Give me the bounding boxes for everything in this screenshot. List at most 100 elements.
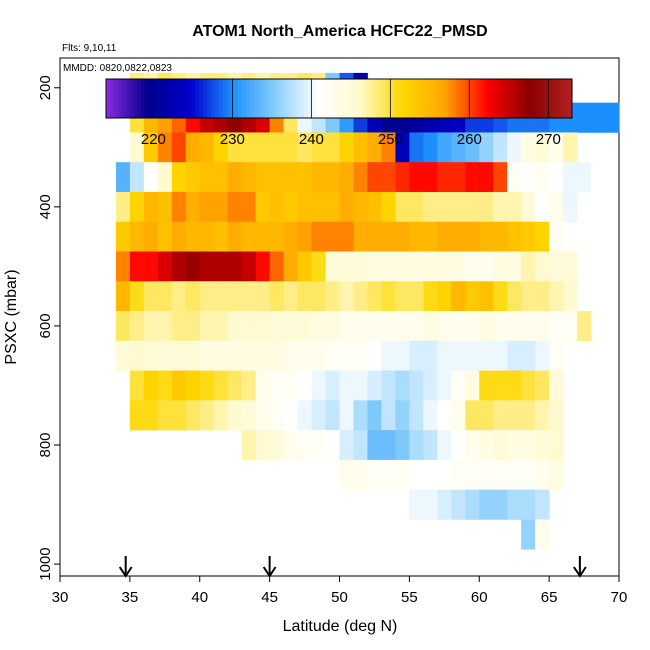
- heatmap-cell: [241, 132, 257, 163]
- heatmap-cell: [311, 281, 326, 312]
- heatmap-cell: [199, 162, 215, 193]
- heatmap-cell: [199, 400, 215, 431]
- heatmap-cell: [185, 191, 201, 223]
- heatmap-cell: [283, 132, 298, 163]
- heatmap-cell: [521, 221, 536, 252]
- heatmap-cell: [535, 400, 550, 431]
- colorbar-swatch: [106, 79, 111, 118]
- heatmap-cell: [367, 340, 382, 371]
- colorbar-swatch: [133, 79, 138, 118]
- colorbar-swatch: [265, 79, 270, 118]
- colorbar-swatch: [245, 79, 251, 118]
- heatmap-cell: [129, 162, 145, 193]
- chart-title: ATOM1 North_America HCFC22_PMSD: [192, 23, 487, 40]
- heatmap-cell: [493, 340, 508, 371]
- heatmap-cell: [297, 221, 312, 252]
- heatmap-cell: [507, 281, 522, 312]
- heatmap-cell: [465, 430, 480, 461]
- heatmap-cell: [479, 281, 494, 312]
- heatmap-cell: [213, 281, 229, 312]
- colorbar-swatch: [381, 79, 387, 118]
- colorbar-swatch: [175, 79, 181, 118]
- heatmap-cell: [577, 311, 592, 342]
- heatmap-cell: [535, 489, 550, 520]
- heatmap-cell: [339, 311, 354, 342]
- heatmap-cell: [395, 400, 410, 431]
- heatmap-cell: [311, 430, 326, 461]
- heatmap-cell: [507, 251, 522, 282]
- y-axis: 200 400 600 800 1000: [37, 75, 60, 581]
- heatmap-cell: [381, 400, 396, 431]
- heatmap-cell: [227, 370, 243, 401]
- heatmap-cell: [367, 459, 382, 490]
- heatmap-cell: [325, 162, 340, 193]
- heatmap-cell: [535, 311, 550, 342]
- heatmap-cell: [437, 489, 452, 520]
- heatmap-cell: [451, 370, 466, 401]
- colorbar-swatch: [269, 79, 274, 118]
- heatmap-cell: [227, 400, 243, 431]
- heatmap-cell: [549, 400, 564, 431]
- heatmap-cell: [409, 370, 424, 401]
- heatmap-cell: [171, 221, 187, 252]
- heatmap-cell: [311, 221, 326, 252]
- heatmap-cell: [171, 370, 187, 401]
- colorbar-swatch: [241, 79, 247, 118]
- colorbar-swatch: [447, 79, 453, 118]
- heatmap-cell: [283, 430, 298, 461]
- heatmap-cell: [381, 281, 396, 312]
- heatmap-cell: [493, 162, 508, 193]
- colorbar-swatch: [331, 79, 336, 118]
- colorbar-swatch: [214, 79, 220, 118]
- heatmap-cell: [507, 311, 522, 342]
- colorbar-swatch: [354, 79, 359, 118]
- heatmap-cell: [549, 162, 564, 193]
- colorbar-swatch: [296, 79, 301, 118]
- heatmap-cell: [535, 251, 550, 282]
- heatmap-cell: [451, 459, 466, 490]
- heatmap-cell: [339, 191, 354, 223]
- x-tick-label: 45: [261, 589, 278, 606]
- heatmap-cell: [213, 400, 229, 431]
- heatmap-cell: [283, 311, 298, 342]
- heatmap-cell: [185, 221, 201, 252]
- heatmap-cell: [199, 191, 215, 223]
- heatmap-cell: [353, 132, 368, 163]
- heatmap-cell: [549, 459, 564, 490]
- heatmap-cell: [563, 132, 578, 163]
- colorbar-swatch: [210, 79, 216, 118]
- heatmap-cell: [437, 132, 452, 163]
- heatmap-cell: [437, 340, 452, 371]
- heatmap-cell: [549, 191, 564, 223]
- colorbar-tick-label: 220: [141, 131, 166, 148]
- colorbar-swatch: [490, 79, 495, 118]
- heatmap-cell: [479, 162, 494, 193]
- x-tick-label: 65: [541, 589, 558, 606]
- heatmap-cell: [521, 400, 536, 431]
- heatmap-cell: [367, 430, 382, 461]
- heatmap-cell: [269, 340, 285, 371]
- colorbar-swatch: [199, 79, 204, 118]
- colorbar-swatch: [405, 79, 410, 118]
- colorbar-swatch: [140, 79, 146, 118]
- heatmap-cell: [395, 162, 410, 193]
- colorbar-tick-label: 260: [457, 131, 482, 148]
- heatmap-cell: [521, 459, 536, 490]
- heatmap-cell: [227, 251, 243, 282]
- heatmap-cell: [549, 221, 564, 252]
- y-tick-label: 600: [37, 313, 54, 338]
- heatmap-cell: [297, 251, 312, 282]
- heatmap-cell: [395, 370, 410, 401]
- colorbar-swatch: [432, 79, 437, 118]
- colorbar-swatch: [540, 79, 546, 118]
- heatmap-cell: [213, 132, 229, 163]
- heatmap-cell: [283, 370, 298, 401]
- heatmap-cell: [535, 191, 550, 223]
- heatmap-cell: [409, 221, 424, 252]
- heatmap-cell: [381, 221, 396, 252]
- heatmap-cell: [339, 430, 354, 461]
- colorbar-swatch: [129, 79, 134, 118]
- heatmap-cell: [255, 340, 271, 371]
- heatmap-cell: [493, 221, 508, 252]
